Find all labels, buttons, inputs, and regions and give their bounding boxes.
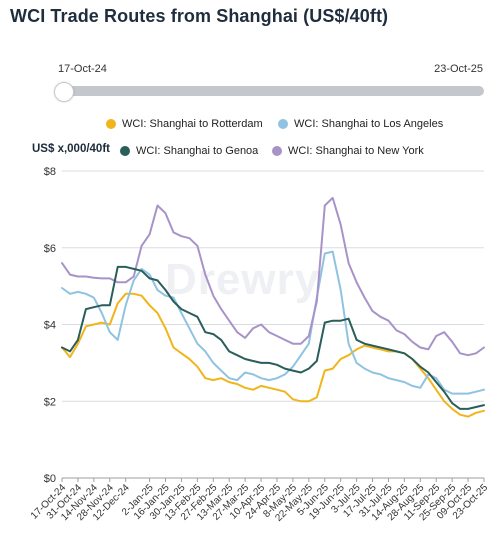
y-tick-label: $6 [44,243,56,255]
watermark-logo: Drewry [165,255,321,304]
legend-item-new-york[interactable]: WCI: Shanghai to New York [272,145,424,157]
y-axis-label: US$ x,000/40ft [32,143,110,155]
legend-item-genoa[interactable]: WCI: Shanghai to Genoa [120,145,258,157]
y-tick-label: $8 [44,166,56,178]
legend-dot-new-york [272,146,282,156]
series-line-genoa [61,265,485,410]
legend-item-rotterdam[interactable]: WCI: Shanghai to Rotterdam [106,118,263,130]
range-end-label: 23-Oct-25 [434,63,483,75]
legend-item-los-angeles[interactable]: WCI: Shanghai to Los Angeles [278,118,443,130]
y-tick-label: $2 [44,396,56,408]
chart-title: WCI Trade Routes from Shanghai (US$/40ft… [10,6,389,26]
date-range-slider-handle[interactable] [54,82,74,102]
date-range-slider-track[interactable] [62,86,484,96]
legend-label-los-angeles: WCI: Shanghai to Los Angeles [294,118,444,130]
y-tick-label: $4 [44,320,56,332]
legend-label-genoa: WCI: Shanghai to Genoa [136,145,259,157]
legend-label-rotterdam: WCI: Shanghai to Rotterdam [122,118,263,130]
y-tick-label: $0 [44,473,56,485]
legend-dot-rotterdam [106,119,116,129]
series-line-rotterdam [61,292,485,418]
series-line-los-angeles [61,250,485,395]
legend-dot-genoa [120,146,130,156]
series-line-new-york [61,196,485,357]
legend-label-new-york: WCI: Shanghai to New York [288,145,424,157]
range-start-label: 17-Oct-24 [58,63,107,75]
legend-dot-los-angeles [278,119,288,129]
